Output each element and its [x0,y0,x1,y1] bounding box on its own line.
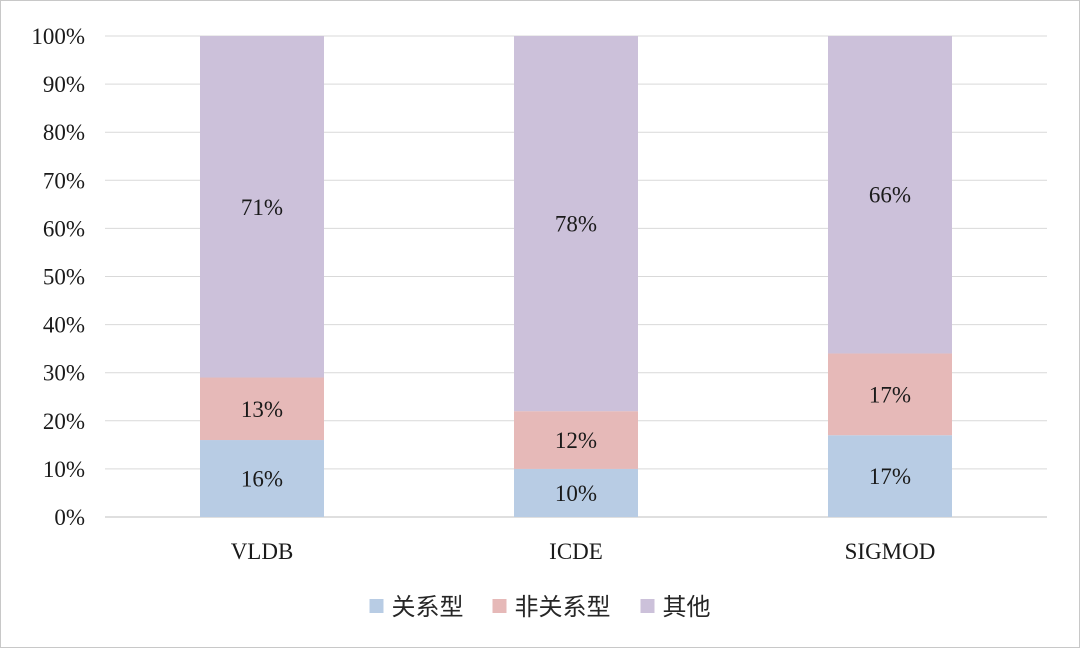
x-category-label: SIGMOD [845,539,936,564]
data-label: 16% [241,467,283,492]
y-tick-label: 100% [31,24,85,49]
bar-segment [828,36,952,354]
bar-segment [514,36,638,412]
y-tick-label: 30% [43,361,85,386]
data-label: 12% [555,428,597,453]
data-label: 17% [869,382,911,407]
y-tick-label: 10% [43,457,85,482]
y-tick-label: 40% [43,313,85,338]
y-tick-label: 90% [43,72,85,97]
y-tick-label: 80% [43,120,85,145]
bar-segment [200,377,324,441]
y-tick-label: 20% [43,409,85,434]
legend-swatch [640,599,655,613]
bar-segment [828,435,952,517]
legend-swatch [492,599,507,613]
bar-segment [200,440,324,517]
data-label: 10% [555,481,597,506]
data-label: 71% [241,195,283,220]
data-label: 78% [555,212,597,237]
x-category-label: ICDE [549,539,603,564]
y-tick-label: 60% [43,216,85,241]
legend: 关系型 非关系型 其他 [369,593,711,621]
bars [200,36,952,517]
data-label: 66% [869,183,911,208]
y-tick-label: 50% [43,265,85,290]
x-category-label: VLDB [231,539,294,564]
bar-segment [200,36,324,378]
y-tick-label: 70% [43,168,85,193]
legend-label: 非关系型 [515,593,611,621]
legend-swatch [369,599,384,613]
bar-segment [514,411,638,469]
y-tick-label: 0% [54,505,85,530]
data-label: 17% [869,464,911,489]
legend-label: 其他 [663,593,711,621]
x-axis: VLDB ICDE SIGMOD [231,539,936,564]
bar-segment [514,468,638,517]
legend-label: 关系型 [392,593,464,621]
bar-segment [828,353,952,436]
data-label: 13% [241,397,283,422]
y-axis: 0% 10% 20% 30% 40% 50% 60% 70% 80% 90% 100% [31,24,85,530]
data-labels: 16% 13% 71% 10% 12% 78% 17% 17% 66% [241,183,911,506]
